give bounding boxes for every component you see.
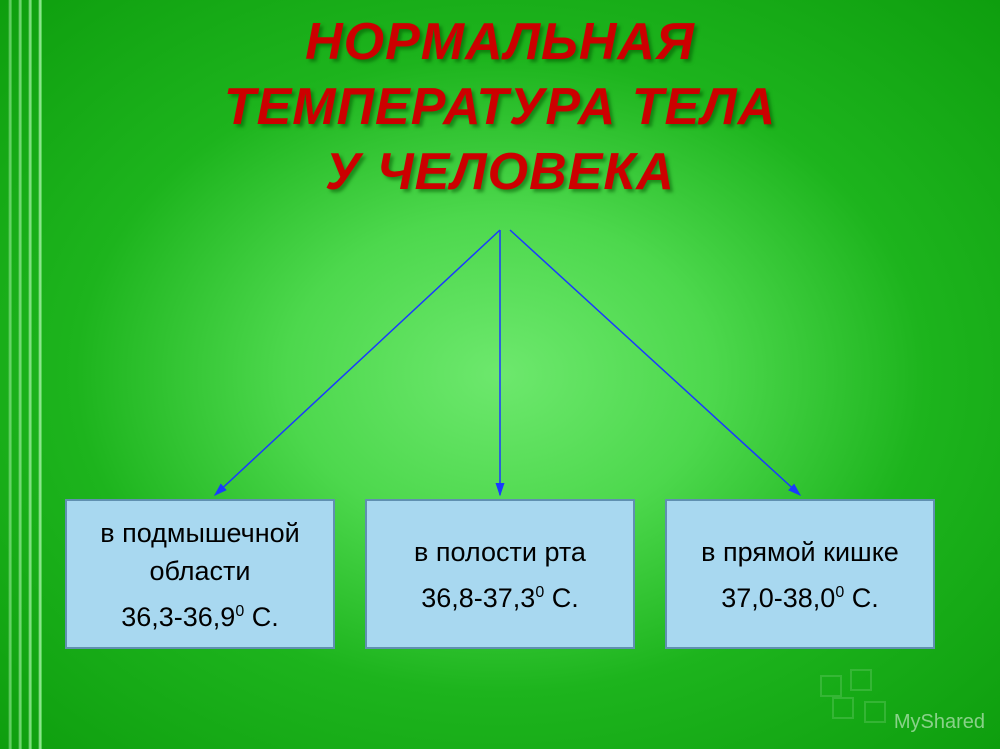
box-label: в прямой кишке — [701, 534, 899, 572]
corner-decoration — [820, 669, 900, 724]
deco-square — [820, 675, 842, 697]
box-value: 37,0-38,00 С. — [721, 583, 879, 614]
slide-container: НОРМАЛЬНАЯ ТЕМПЕРАТУРА ТЕЛА У ЧЕЛОВЕКА в… — [0, 0, 1000, 749]
deco-square — [832, 697, 854, 719]
deco-square — [850, 669, 872, 691]
unit: С. — [852, 583, 879, 613]
info-boxes-container: в подмышечной области 36,3-36,90 С. в по… — [0, 499, 1000, 649]
info-box-axillary: в подмышечной области 36,3-36,90 С. — [65, 499, 335, 649]
page-title: НОРМАЛЬНАЯ ТЕМПЕРАТУРА ТЕЛА У ЧЕЛОВЕКА — [50, 10, 950, 205]
arrow-left — [215, 230, 500, 495]
temperature-range: 36,3-36,9 — [121, 602, 235, 632]
exponent: 0 — [235, 603, 244, 620]
box-value: 36,3-36,90 С. — [121, 602, 279, 633]
exponent: 0 — [835, 584, 844, 601]
unit: С. — [552, 583, 579, 613]
deco-square — [864, 701, 886, 723]
exponent: 0 — [535, 584, 544, 601]
watermark: MyShared — [894, 711, 985, 734]
temperature-range: 37,0-38,0 — [721, 583, 835, 613]
title-line-2: ТЕМПЕРАТУРА ТЕЛА — [224, 78, 776, 136]
info-box-oral: в полости рта 36,8-37,30 С. — [365, 499, 635, 649]
title-text: НОРМАЛЬНАЯ ТЕМПЕРАТУРА ТЕЛА У ЧЕЛОВЕКА — [50, 10, 950, 205]
box-label: в подмышечной области — [79, 515, 321, 591]
title-line-3: У ЧЕЛОВЕКА — [325, 143, 675, 201]
box-value: 36,8-37,30 С. — [421, 583, 579, 614]
unit: С. — [252, 602, 279, 632]
info-box-rectal: в прямой кишке 37,0-38,00 С. — [665, 499, 935, 649]
box-label: в полости рта — [414, 534, 586, 572]
temperature-range: 36,8-37,3 — [421, 583, 535, 613]
arrow-right — [510, 230, 800, 495]
title-line-1: НОРМАЛЬНАЯ — [305, 13, 695, 71]
